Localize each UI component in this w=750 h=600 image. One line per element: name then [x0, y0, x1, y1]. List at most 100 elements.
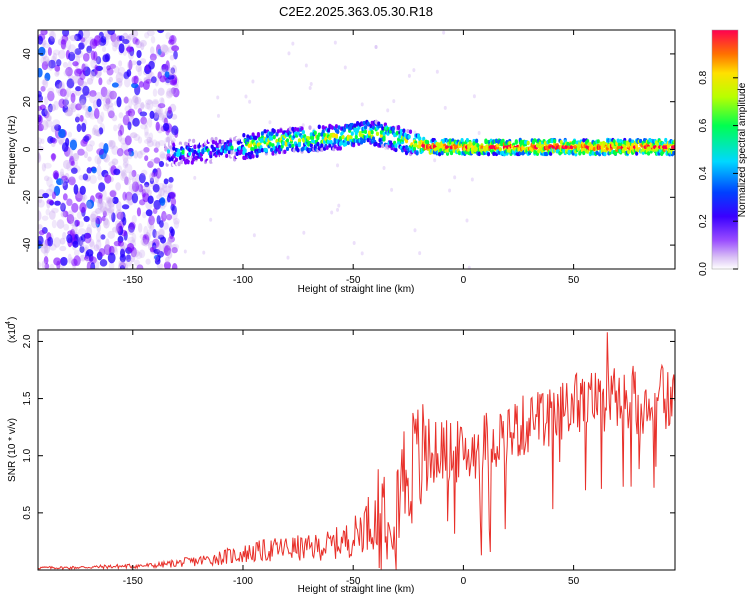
spectrogram-ridge-cell [545, 151, 549, 157]
spectrogram-ridge-cell [382, 131, 386, 136]
spectrogram-speckle [162, 122, 170, 132]
spectrogram-speckle [108, 161, 116, 168]
spectrogram-speckle [124, 191, 133, 201]
spectrogram-speckle [153, 199, 162, 210]
spectrogram-ridge-cell [243, 148, 247, 153]
spectrogram-ridge-cell [646, 151, 651, 156]
spectrogram-speckle [50, 153, 57, 160]
spectrogram-speckle [95, 65, 103, 72]
spectrogram-speckle [118, 35, 125, 42]
spectrogram-speckle [111, 145, 119, 156]
snr-panel: -150 -100 -50 0 50 0.5 1.0 1.5 2.0 Height of st… [5, 317, 676, 595]
spectrogram-speckle [90, 58, 97, 69]
spectrogram-speckle [44, 96, 49, 106]
spectrogram-ridge-cell [639, 138, 643, 144]
spectrogram-speckle [54, 64, 61, 72]
spectrogram-speckle [109, 63, 117, 69]
spectrogram-speckle [92, 124, 99, 133]
spectrogram-ridge-cell [449, 150, 454, 156]
spectrogram-speckle [71, 224, 78, 235]
spectrogram-ridge-cell [254, 144, 258, 150]
spectrogram-ridge-cell [412, 146, 417, 152]
spectrogram-speckle [336, 207, 340, 212]
spectrogram-speckle [99, 206, 108, 213]
spectrogram-ridge-cell [297, 141, 302, 147]
spectrogram-speckle [137, 136, 143, 144]
spectrogram-speckle [153, 112, 160, 122]
spectrogram-speckle [144, 32, 150, 39]
spectrogram-ridge-cell [313, 130, 317, 136]
spectrogram-speckle [165, 60, 170, 72]
spectrogram-speckle [60, 256, 68, 266]
spectrogram-speckle [107, 252, 116, 264]
spectrogram-speckle [94, 154, 102, 165]
spectrogram-speckle [54, 124, 62, 131]
spectrogram-speckle [85, 144, 94, 152]
spectrogram-speckle [144, 125, 149, 136]
spectrogram-speckle [101, 216, 106, 222]
spectrogram-speckle [71, 153, 80, 159]
spectrogram-speckle [122, 114, 130, 126]
spectrogram-speckle [52, 119, 61, 127]
spectrogram-speckle [160, 97, 165, 108]
spectrogram-ridge-cell [219, 158, 223, 164]
spectrogram-ridge-cell [477, 151, 481, 157]
spectrogram-speckle [108, 110, 115, 119]
spectrogram-speckle [88, 238, 95, 248]
spectrogram-speckle [107, 90, 115, 100]
spectrogram-speckle [435, 69, 439, 74]
spectrogram-speckle [149, 53, 157, 61]
spectrogram-speckle [73, 255, 81, 267]
spectrogram-speckle [173, 50, 178, 60]
spectrogram-ridge-cell [641, 147, 645, 152]
spectrogram-speckle [155, 255, 161, 262]
spectrogram-speckle [95, 231, 102, 243]
spectrogram-speckle [44, 72, 51, 82]
spectrogram-speckle [165, 32, 171, 40]
spectrogram-speckle [100, 234, 106, 240]
spectrogram-speckle [145, 99, 153, 105]
spectrogram-speckle [81, 63, 86, 73]
spectrogram-ridge-cell [180, 159, 184, 165]
spectrogram-ridge-cell [381, 143, 385, 149]
spectrogram-speckle [159, 97, 164, 104]
spectrogram-speckle [155, 48, 163, 57]
spectrogram-speckle [145, 78, 153, 84]
spectrogram-ridge-cell [213, 147, 217, 152]
spectrogram-speckle [68, 51, 76, 62]
top-y-tick-label: 20 [22, 96, 33, 108]
spectrogram-speckle [157, 103, 166, 109]
spectrogram-ridge-cell [263, 129, 267, 134]
top-x-tick-label: -150 [123, 275, 143, 286]
snr-multiplier-exp: 4 [5, 321, 12, 325]
spectrogram-speckle [144, 155, 149, 162]
spectrogram-speckle [131, 181, 140, 193]
spectrogram-speckle [96, 42, 104, 48]
spectrogram-speckle [73, 184, 79, 195]
spectrogram-speckle [38, 94, 44, 103]
spectrogram-speckle [453, 175, 457, 180]
spectrogram-speckle [136, 207, 142, 217]
spectrogram-speckle [89, 71, 95, 78]
snr-y-axis: 0.5 1.0 1.5 2.0 [22, 334, 675, 520]
spectrogram-speckle [100, 86, 108, 98]
spectrogram-ridge-cell [292, 148, 296, 153]
spectrogram-speckle [81, 194, 88, 201]
spectrogram-ridge-cell [382, 135, 386, 140]
spectrogram-ridge-cell [498, 147, 503, 152]
spectrogram-ridge-cell [426, 140, 430, 145]
spectrogram-speckle [49, 263, 55, 269]
spectrogram-ridge-cell [296, 131, 300, 136]
spectrogram-x-label: Height of straight line (km) [298, 284, 415, 295]
spectrogram-speckle [127, 236, 136, 245]
spectrogram-speckle [109, 91, 117, 99]
spectrogram-speckle [330, 210, 334, 215]
spectrogram-speckle [42, 42, 51, 49]
spectrogram-speckle [407, 73, 411, 78]
spectrogram-ridge-cell [276, 129, 280, 134]
spectrogram-ridge-cell [250, 150, 254, 156]
spectrogram-ridge-cell [448, 138, 452, 143]
spectrogram-speckle [158, 140, 166, 146]
spectrogram-speckle [122, 157, 129, 167]
spectrogram-speckle [158, 160, 165, 168]
